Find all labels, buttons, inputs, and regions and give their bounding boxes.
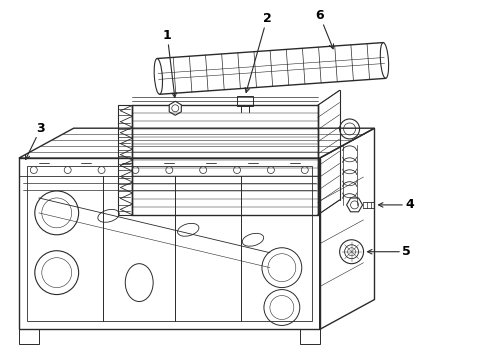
Circle shape <box>200 167 207 174</box>
Circle shape <box>166 167 173 174</box>
Text: 5: 5 <box>368 245 411 258</box>
Circle shape <box>234 167 241 174</box>
Text: 1: 1 <box>163 29 176 97</box>
Circle shape <box>301 167 308 174</box>
Polygon shape <box>346 198 363 212</box>
Circle shape <box>64 167 71 174</box>
Circle shape <box>268 167 274 174</box>
Text: 2: 2 <box>245 12 271 93</box>
Text: 4: 4 <box>378 198 414 211</box>
Text: 3: 3 <box>25 122 45 159</box>
Circle shape <box>98 167 105 174</box>
Circle shape <box>30 167 37 174</box>
Circle shape <box>132 167 139 174</box>
Polygon shape <box>169 101 181 115</box>
Text: 6: 6 <box>316 9 334 49</box>
